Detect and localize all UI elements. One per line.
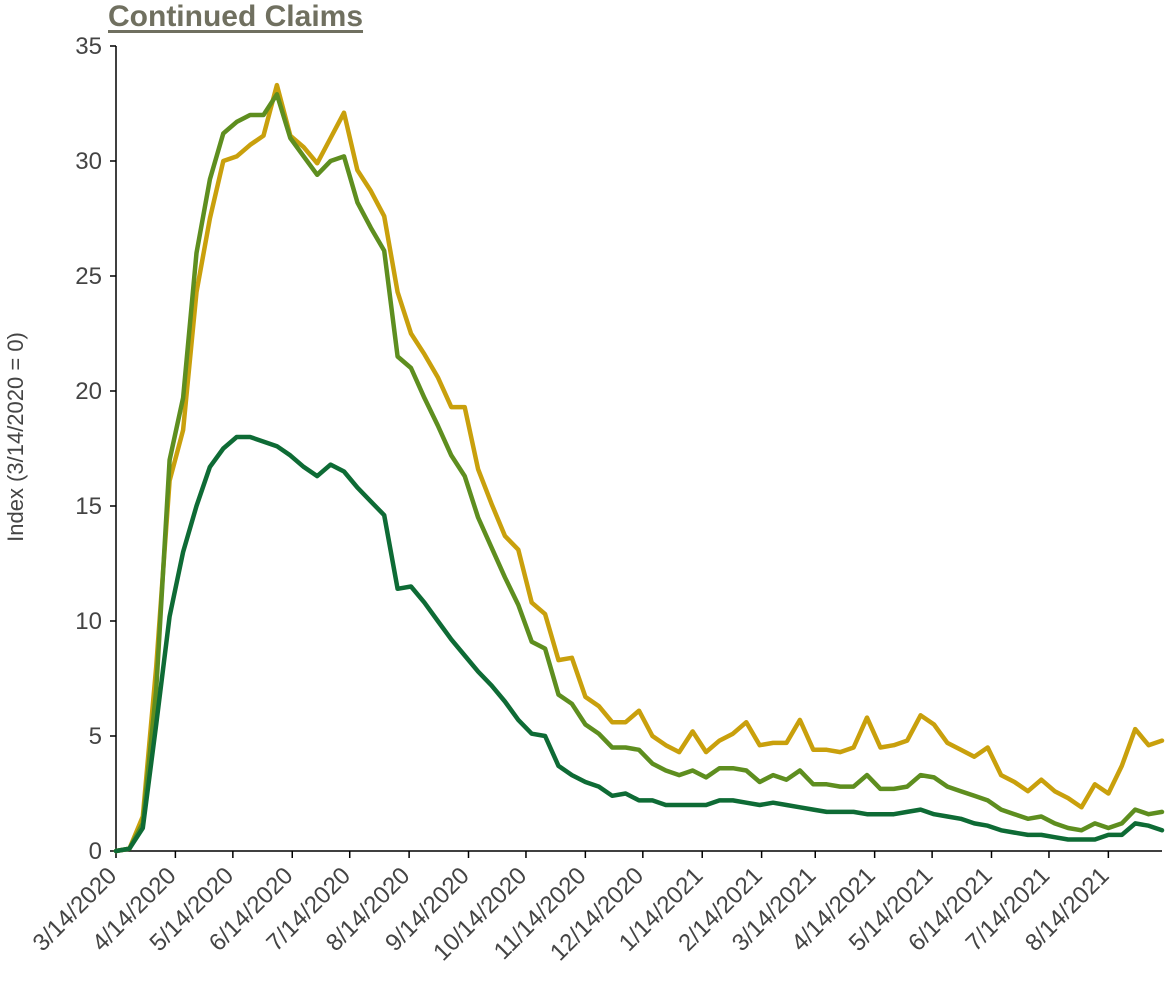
y-axis-label: Index (3/14/2020 = 0) (3, 332, 28, 542)
y-axis: 0 5 10 15 20 25 30 35 (75, 33, 117, 865)
y-tick-label: 10 (75, 608, 102, 635)
series-line-2 (113, 92, 1165, 854)
y-tick-label: 35 (75, 33, 102, 60)
y-tick-label: 30 (75, 148, 102, 175)
series-layer (113, 82, 1165, 854)
y-tick-label: 15 (75, 493, 102, 520)
chart-title: Continued Claims (108, 0, 364, 33)
y-tick-label: 25 (75, 263, 102, 290)
series-line-3 (113, 434, 1165, 854)
y-tick-label: 20 (75, 378, 102, 405)
y-tick-label: 0 (89, 838, 102, 865)
x-axis: 3/14/20204/14/20205/14/20206/14/20207/14… (28, 850, 1162, 966)
series-line-1 (113, 82, 1165, 854)
y-tick-label: 5 (89, 723, 102, 750)
